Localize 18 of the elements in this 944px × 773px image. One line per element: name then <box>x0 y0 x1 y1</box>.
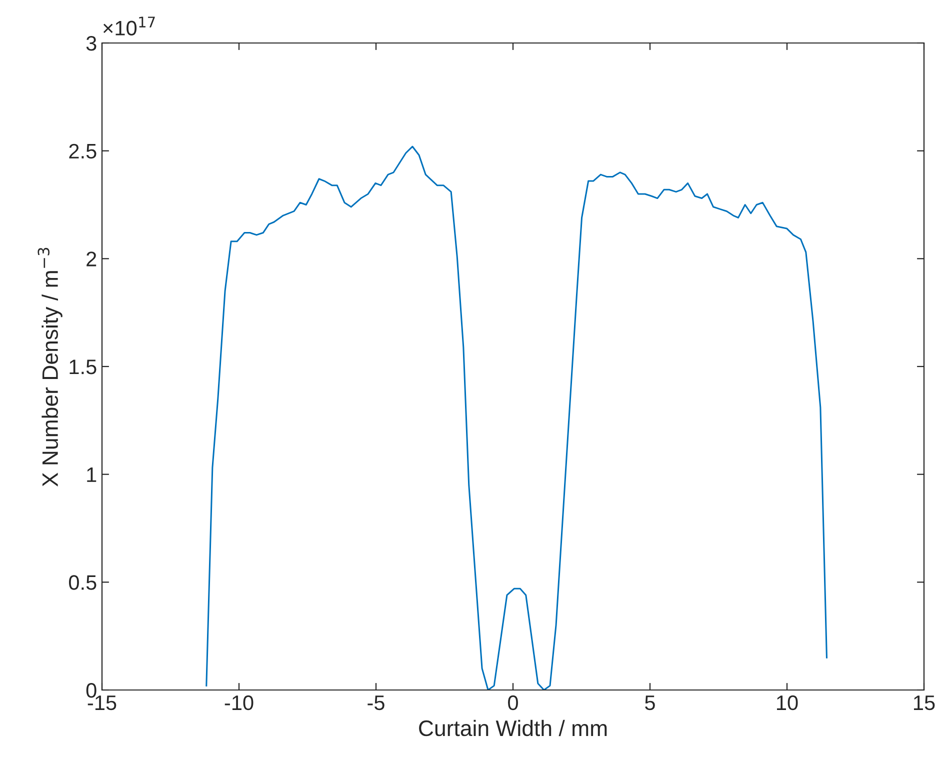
y-tick-label: 1 <box>87 468 96 482</box>
y-axis-title: X Number Density / m$^{−3}$ <box>38 248 62 487</box>
x-tick-label: 5 <box>645 696 655 710</box>
x-tick-label: -10 <box>224 695 254 710</box>
x-axis-title: Curtain Width / mm <box>419 720 607 736</box>
y-tick-label: 3 <box>86 36 96 51</box>
x-tick-label: 15 <box>914 696 935 710</box>
x-tick-label: 0 <box>508 695 518 710</box>
y-tick-label: 0 <box>86 683 96 698</box>
x-tick-label: -5 <box>368 696 384 710</box>
y-tick-label: 1.5 <box>70 360 96 374</box>
y-tick-label: 2.5 <box>69 144 96 159</box>
text: ×10$^{17}$ <box>103 16 155 36</box>
y-tick-label: 0.5 <box>68 575 96 590</box>
x-tick-label: 10 <box>777 695 798 710</box>
y-tick-label: 2 <box>86 252 96 266</box>
line-series <box>206 146 828 690</box>
x-tick-label: -15 <box>88 696 116 710</box>
